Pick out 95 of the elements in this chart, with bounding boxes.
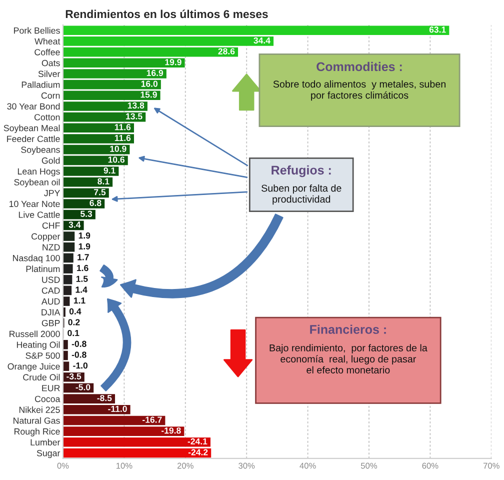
data-label: 0.4 bbox=[69, 308, 82, 314]
data-label: 3.4 bbox=[68, 222, 81, 228]
data-label: 9.1 bbox=[104, 167, 116, 174]
y-tick-label: Soybean oil bbox=[14, 178, 60, 188]
x-tick-label: 60% bbox=[422, 462, 438, 469]
y-tick-label: Soybean Meal bbox=[4, 124, 60, 133]
data-label: -19.8 bbox=[162, 427, 181, 434]
y-tick-label: Nikkei 225 bbox=[19, 406, 60, 413]
data-label: 19.9 bbox=[165, 59, 182, 66]
y-tick-label: Sugar bbox=[36, 450, 60, 458]
y-tick-label: Cocoa bbox=[34, 396, 60, 402]
data-label: 1.9 bbox=[78, 243, 90, 250]
y-tick-label: USD bbox=[42, 276, 60, 283]
x-tick-label: 0% bbox=[57, 462, 69, 469]
annotation: Suben por falta de productividad bbox=[262, 184, 342, 205]
y-tick-label: Natural Gas bbox=[14, 417, 60, 424]
data-label: 1.7 bbox=[78, 254, 89, 260]
data-label: -1.0 bbox=[73, 362, 88, 369]
annotation: Sobre todo alimentos y metales, suben por factores climáticos bbox=[273, 80, 446, 101]
data-label: -3.5 bbox=[66, 373, 82, 380]
y-tick-label: Rough Rice bbox=[14, 428, 60, 436]
y-tick-label: EUR bbox=[42, 385, 60, 392]
data-label: 15.9 bbox=[140, 92, 157, 98]
y-tick-label: Cotton bbox=[34, 114, 60, 120]
y-tick-label: 10 Year Note bbox=[9, 200, 60, 208]
data-label: 6.8 bbox=[90, 200, 102, 206]
data-label: 1.1 bbox=[74, 298, 86, 304]
data-label: -24.2 bbox=[188, 449, 208, 456]
y-tick-label: Heating Oil bbox=[16, 341, 60, 350]
y-tick-label: 30 Year Bond bbox=[7, 103, 60, 110]
data-label: 8.1 bbox=[98, 178, 110, 184]
y-tick-label: Crude Oil bbox=[23, 374, 60, 380]
data-label: 5.3 bbox=[80, 210, 92, 217]
data-label: -11.0 bbox=[108, 406, 127, 412]
y-tick-label: Coffee bbox=[34, 48, 60, 56]
data-label: 0.1 bbox=[68, 330, 80, 336]
y-tick-label: AUD bbox=[41, 298, 60, 305]
y-tick-label: GBP bbox=[42, 320, 60, 326]
y-tick-label: Gold bbox=[42, 157, 60, 164]
data-label: -24.1 bbox=[188, 438, 208, 444]
y-tick-label: DJIA bbox=[42, 309, 60, 316]
data-label: 1.4 bbox=[76, 286, 88, 293]
data-label: 11.6 bbox=[114, 124, 131, 130]
data-label: 13.8 bbox=[128, 102, 144, 109]
y-tick-label: Pork Bellies bbox=[14, 27, 60, 34]
data-label: 0.2 bbox=[68, 319, 80, 326]
x-tick-label: 20% bbox=[177, 462, 194, 469]
y-tick-label: NZD bbox=[42, 244, 60, 250]
y-tick-label: S&P 500 bbox=[26, 352, 60, 359]
data-label: 7.5 bbox=[94, 189, 106, 196]
x-tick-label: 40% bbox=[300, 462, 316, 469]
data-label: -0.8 bbox=[72, 340, 86, 347]
data-label: -8.5 bbox=[97, 394, 112, 402]
x-tick-label: 70% bbox=[483, 462, 500, 469]
y-tick-label: Oats bbox=[42, 60, 60, 66]
data-label: 10.6 bbox=[108, 156, 124, 163]
data-label: 13.5 bbox=[126, 113, 142, 120]
data-label: -5.0 bbox=[76, 384, 90, 390]
annotation: Commodities : bbox=[316, 62, 402, 72]
annotation: Bajo rendimiento, por factores de la economía real, luego de pasar el efecto monetario bbox=[270, 344, 428, 374]
annotation: Financieros : bbox=[310, 324, 386, 334]
y-tick-label: Feeder Cattle bbox=[7, 136, 60, 142]
data-label: 1.5 bbox=[76, 276, 88, 282]
y-tick-label: Soybeans bbox=[21, 146, 60, 155]
y-tick-label: Live Cattle bbox=[18, 211, 60, 218]
data-label: 63.1 bbox=[429, 26, 446, 33]
y-tick-label: JPY bbox=[44, 190, 60, 196]
data-label: 34.4 bbox=[254, 37, 270, 44]
y-tick-label: Orange Juice bbox=[8, 363, 60, 372]
data-label: -0.8 bbox=[72, 352, 86, 358]
y-tick-label: Silver bbox=[38, 70, 60, 78]
y-tick-label: Lean Hogs bbox=[18, 168, 60, 176]
data-label: 10.9 bbox=[110, 146, 126, 152]
y-tick-label: Lumber bbox=[30, 438, 60, 446]
data-label: 1.6 bbox=[77, 264, 88, 272]
y-tick-label: Russell 2000 bbox=[10, 330, 60, 338]
y-tick-label: Wheat bbox=[34, 38, 60, 45]
x-tick-label: 30% bbox=[238, 462, 255, 469]
y-tick-label: CAD bbox=[42, 287, 60, 294]
annotation: Refugios : bbox=[272, 165, 331, 178]
data-label: -16.7 bbox=[142, 416, 162, 423]
x-tick-label: 10% bbox=[116, 462, 132, 469]
data-label: 16.9 bbox=[146, 70, 164, 76]
data-label: 11.6 bbox=[114, 134, 131, 142]
x-tick-label: 50% bbox=[360, 462, 378, 469]
y-tick-label: CHF bbox=[42, 222, 60, 229]
y-tick-label: Palladium bbox=[22, 81, 60, 88]
y-tick-label: Platinum bbox=[26, 266, 60, 272]
y-tick-label: Copper bbox=[32, 233, 60, 242]
data-label: 16.0 bbox=[141, 80, 158, 87]
data-label: 1.9 bbox=[78, 232, 90, 239]
chart-title: Rendimientos en los últimos 6 meses bbox=[66, 10, 268, 18]
data-label: 28.6 bbox=[218, 48, 235, 54]
y-tick-label: Nasdaq 100 bbox=[13, 254, 60, 263]
y-tick-label: Corn bbox=[41, 92, 60, 99]
